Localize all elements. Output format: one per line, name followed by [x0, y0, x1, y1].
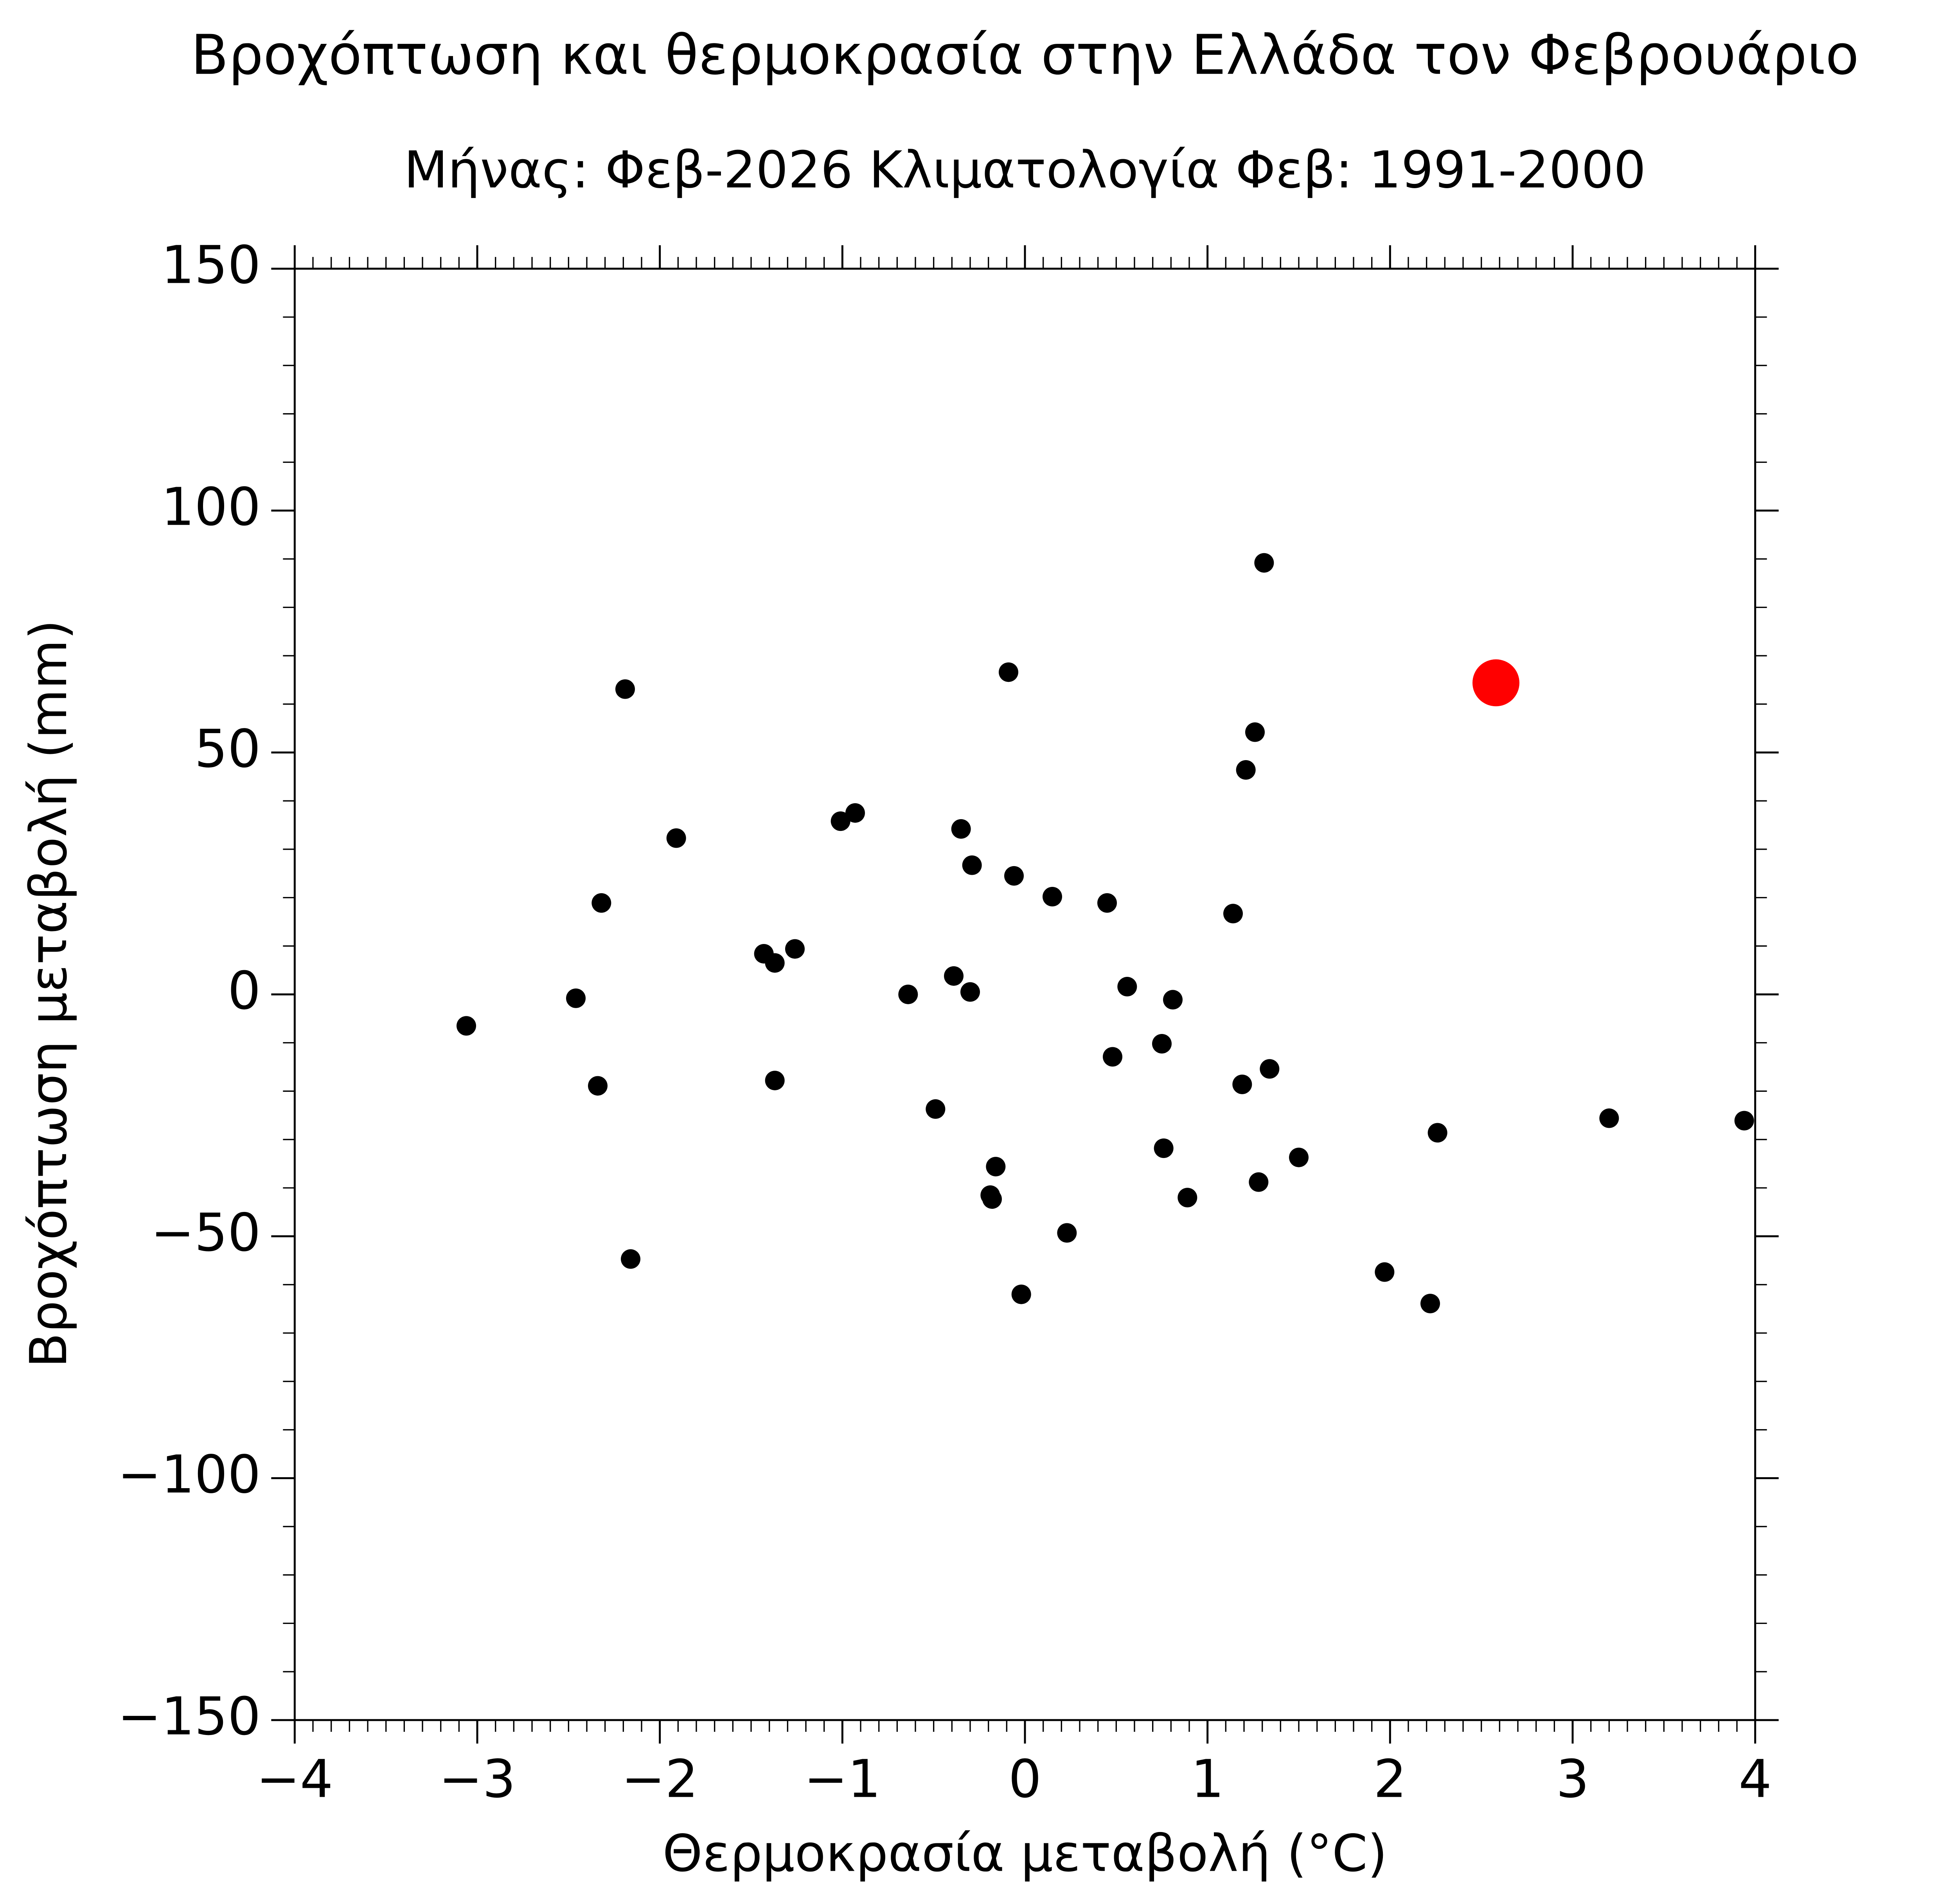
scatter-point — [1152, 1034, 1172, 1054]
scatter-point — [457, 1016, 476, 1036]
scatter-point — [1236, 760, 1256, 780]
scatter-point — [785, 939, 805, 959]
scatter-point — [1117, 977, 1137, 997]
scatter-point — [765, 1070, 785, 1090]
x-tick-label: 2 — [1374, 1749, 1407, 1809]
scatter-point — [1154, 1138, 1174, 1158]
scatter-point — [962, 855, 982, 875]
y-tick-label: 50 — [194, 719, 261, 779]
x-tick-label: −3 — [439, 1749, 516, 1809]
chart-subtitle: Μήνας: Φεβ-2026 Κλιματολογία Φεβ: 1991-2… — [404, 140, 1646, 200]
scatter-point — [1043, 887, 1062, 907]
scatter-point — [960, 982, 980, 1002]
x-axis-label: Θερμοκρασία μεταβολή (°C) — [663, 1823, 1388, 1883]
scatter-point — [615, 679, 635, 699]
x-tick-label: −1 — [804, 1749, 881, 1809]
scatter-point — [1178, 1188, 1197, 1208]
x-tick-label: 4 — [1738, 1749, 1772, 1809]
scatter-point — [1260, 1059, 1280, 1079]
scatter-point — [1420, 1294, 1440, 1314]
x-tick-label: 0 — [1009, 1749, 1042, 1809]
scatter-point — [1011, 1284, 1031, 1304]
scatter-point — [1472, 659, 1519, 707]
y-tick-label: 100 — [161, 477, 261, 538]
x-tick-label: −2 — [621, 1749, 698, 1809]
scatter-point — [951, 819, 971, 839]
scatter-point — [765, 953, 785, 973]
scatter-point — [621, 1249, 640, 1269]
scatter-point — [591, 893, 611, 913]
y-tick-label: −150 — [117, 1686, 261, 1747]
y-axis-label: Βροχόπτωση μεταβολή (mm) — [19, 620, 78, 1368]
scatter-point — [1427, 1123, 1447, 1143]
plot-frame — [293, 268, 1756, 1721]
scatter-point — [1097, 893, 1117, 913]
y-tick-label: 0 — [228, 960, 261, 1021]
scatter-point — [1375, 1262, 1395, 1282]
scatter-point — [898, 984, 918, 1004]
y-tick-label: −50 — [151, 1203, 261, 1263]
scatter-point — [845, 803, 865, 823]
scatter-point — [1223, 904, 1243, 924]
scatter-point — [926, 1099, 946, 1119]
scatter-point — [982, 1189, 1002, 1209]
x-tick-label: −4 — [256, 1749, 333, 1809]
scatter-point — [831, 811, 850, 831]
scatter-point — [566, 988, 586, 1008]
scatter-point — [1057, 1223, 1077, 1243]
scatter-point — [999, 662, 1018, 682]
scatter-point — [1599, 1108, 1619, 1128]
scatter-point — [666, 828, 686, 848]
scatter-point — [986, 1157, 1006, 1177]
scatter-point — [1232, 1074, 1252, 1094]
x-tick-label: 3 — [1556, 1749, 1589, 1809]
y-tick-label: −100 — [117, 1444, 261, 1505]
scatter-point — [1249, 1172, 1269, 1192]
x-tick-label: 1 — [1191, 1749, 1224, 1809]
scatter-point — [1163, 990, 1183, 1010]
scatter-point — [1103, 1047, 1122, 1067]
scatter-point — [1289, 1147, 1309, 1167]
scatter-point — [1004, 866, 1024, 886]
scatter-point — [1254, 553, 1274, 573]
scatter-point — [1245, 722, 1265, 742]
scatter-point — [1734, 1111, 1754, 1131]
y-tick-label: 150 — [161, 235, 261, 295]
chart-title: Βροχόπτωση και θερμοκρασία στην Ελλάδα τ… — [191, 23, 1859, 87]
scatter-point — [588, 1076, 608, 1096]
scatter-point — [944, 966, 964, 986]
